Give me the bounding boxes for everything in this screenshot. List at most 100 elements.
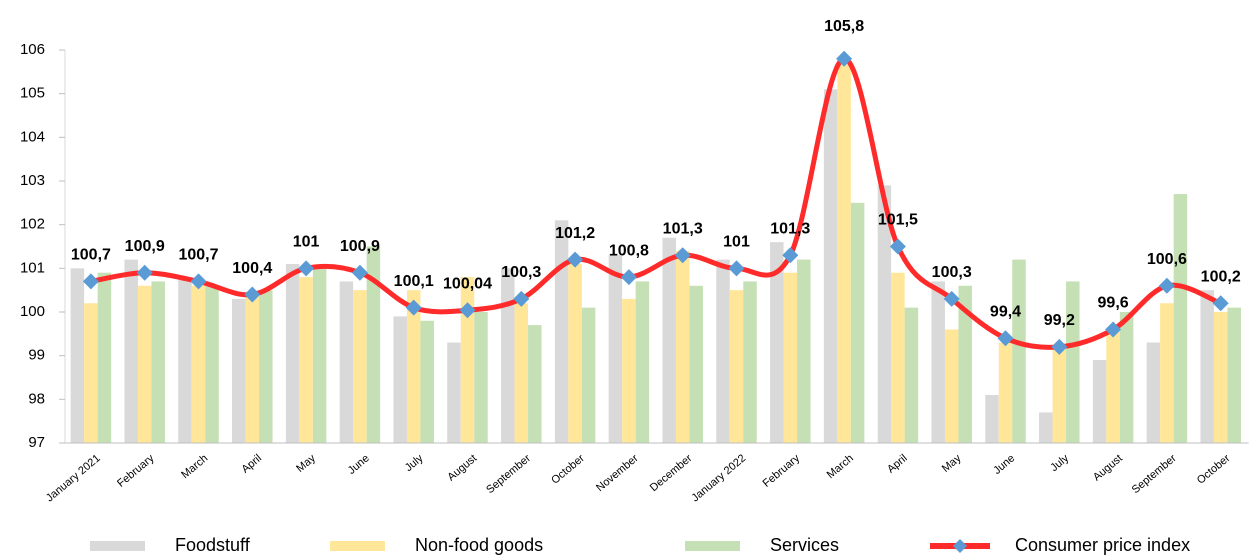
bar	[944, 329, 959, 443]
marker	[1105, 321, 1122, 338]
bar	[245, 294, 260, 443]
y-tick-label: 97	[28, 434, 45, 451]
x-tick-label: August	[1091, 452, 1125, 483]
bar	[770, 242, 784, 443]
data-label: 101	[723, 234, 750, 251]
bar	[568, 263, 582, 443]
marker	[728, 260, 745, 277]
bar	[1012, 259, 1026, 443]
legend-swatch	[953, 539, 967, 553]
data-label: 100,7	[71, 247, 111, 264]
bar	[232, 298, 246, 443]
legend-swatch	[330, 541, 385, 551]
bar	[958, 285, 972, 443]
bar	[1160, 303, 1174, 443]
bar	[460, 277, 475, 443]
legend-label: Non-food goods	[415, 535, 543, 555]
bar	[850, 202, 865, 443]
data-label: 100,6	[1147, 251, 1187, 268]
bar	[151, 281, 165, 443]
bar	[783, 272, 798, 443]
bar	[675, 250, 690, 443]
bar	[366, 246, 381, 443]
x-tick-label: February	[761, 452, 803, 490]
y-tick-label: 104	[20, 128, 45, 145]
bar	[299, 277, 313, 443]
marker	[836, 50, 853, 67]
bar	[353, 290, 367, 443]
bar	[1213, 312, 1228, 443]
marker	[82, 273, 99, 290]
bar	[191, 285, 206, 443]
bar	[998, 342, 1013, 443]
x-tick-label: January 2022	[690, 452, 749, 504]
data-label: 100,3	[932, 264, 972, 281]
bar	[514, 303, 529, 443]
y-tick-label: 102	[20, 216, 45, 233]
x-tick-label: January 2021	[44, 452, 103, 504]
marker	[459, 302, 476, 319]
marker	[943, 290, 960, 307]
marker	[136, 264, 153, 281]
bar	[797, 259, 811, 443]
y-tick-label: 99	[28, 347, 45, 364]
data-label: 99,4	[990, 303, 1021, 320]
bar	[259, 290, 273, 443]
x-tick-label: February	[115, 452, 157, 490]
y-tick-label: 100	[20, 303, 45, 320]
bar	[205, 285, 219, 443]
y-tick-label: 106	[20, 41, 45, 58]
bar	[931, 281, 945, 443]
data-label: 100,9	[125, 238, 165, 255]
marker	[674, 247, 691, 264]
marker	[567, 251, 584, 268]
bar	[447, 342, 461, 443]
x-tick-label: September	[484, 452, 533, 496]
x-tick-label: October	[549, 452, 587, 487]
marker	[889, 238, 906, 255]
legend-label: Foodstuff	[175, 535, 251, 555]
marker	[190, 273, 207, 290]
bar	[554, 220, 569, 443]
bar	[1106, 329, 1120, 443]
bar	[1066, 281, 1080, 443]
data-label: 101	[293, 234, 320, 251]
bar	[823, 89, 838, 444]
bar	[985, 394, 999, 443]
bar	[1227, 307, 1241, 443]
data-label: 100,8	[609, 242, 649, 259]
data-label: 105,8	[824, 18, 864, 35]
marker	[620, 269, 637, 286]
legend-swatch	[90, 541, 145, 551]
bar	[837, 63, 851, 443]
x-tick-label: May	[294, 452, 318, 475]
bar	[420, 320, 434, 443]
data-label: 101,5	[878, 212, 918, 229]
bar	[84, 303, 98, 443]
x-tick-label: December	[648, 452, 695, 494]
bar	[1173, 194, 1188, 443]
bar	[635, 281, 650, 443]
x-tick-label: June	[991, 452, 1017, 477]
bar	[178, 277, 192, 443]
x-tick-label: July	[1048, 452, 1071, 474]
data-label: 100,4	[232, 260, 272, 277]
x-tick-label: September	[1130, 452, 1179, 496]
y-tick-label: 103	[20, 172, 45, 189]
bar	[904, 307, 919, 443]
bar	[1119, 312, 1134, 443]
x-tick-label: November	[594, 452, 641, 494]
bar	[474, 312, 488, 443]
data-label: 100,7	[178, 247, 218, 264]
bar	[581, 307, 596, 443]
bar	[1052, 346, 1067, 443]
marker	[782, 247, 799, 264]
bar	[689, 285, 703, 443]
bar	[393, 316, 407, 443]
marker	[1158, 277, 1175, 294]
bar	[716, 259, 730, 443]
bar	[622, 298, 636, 443]
data-label: 100,04	[443, 275, 492, 292]
x-tick-label: May	[940, 452, 964, 475]
